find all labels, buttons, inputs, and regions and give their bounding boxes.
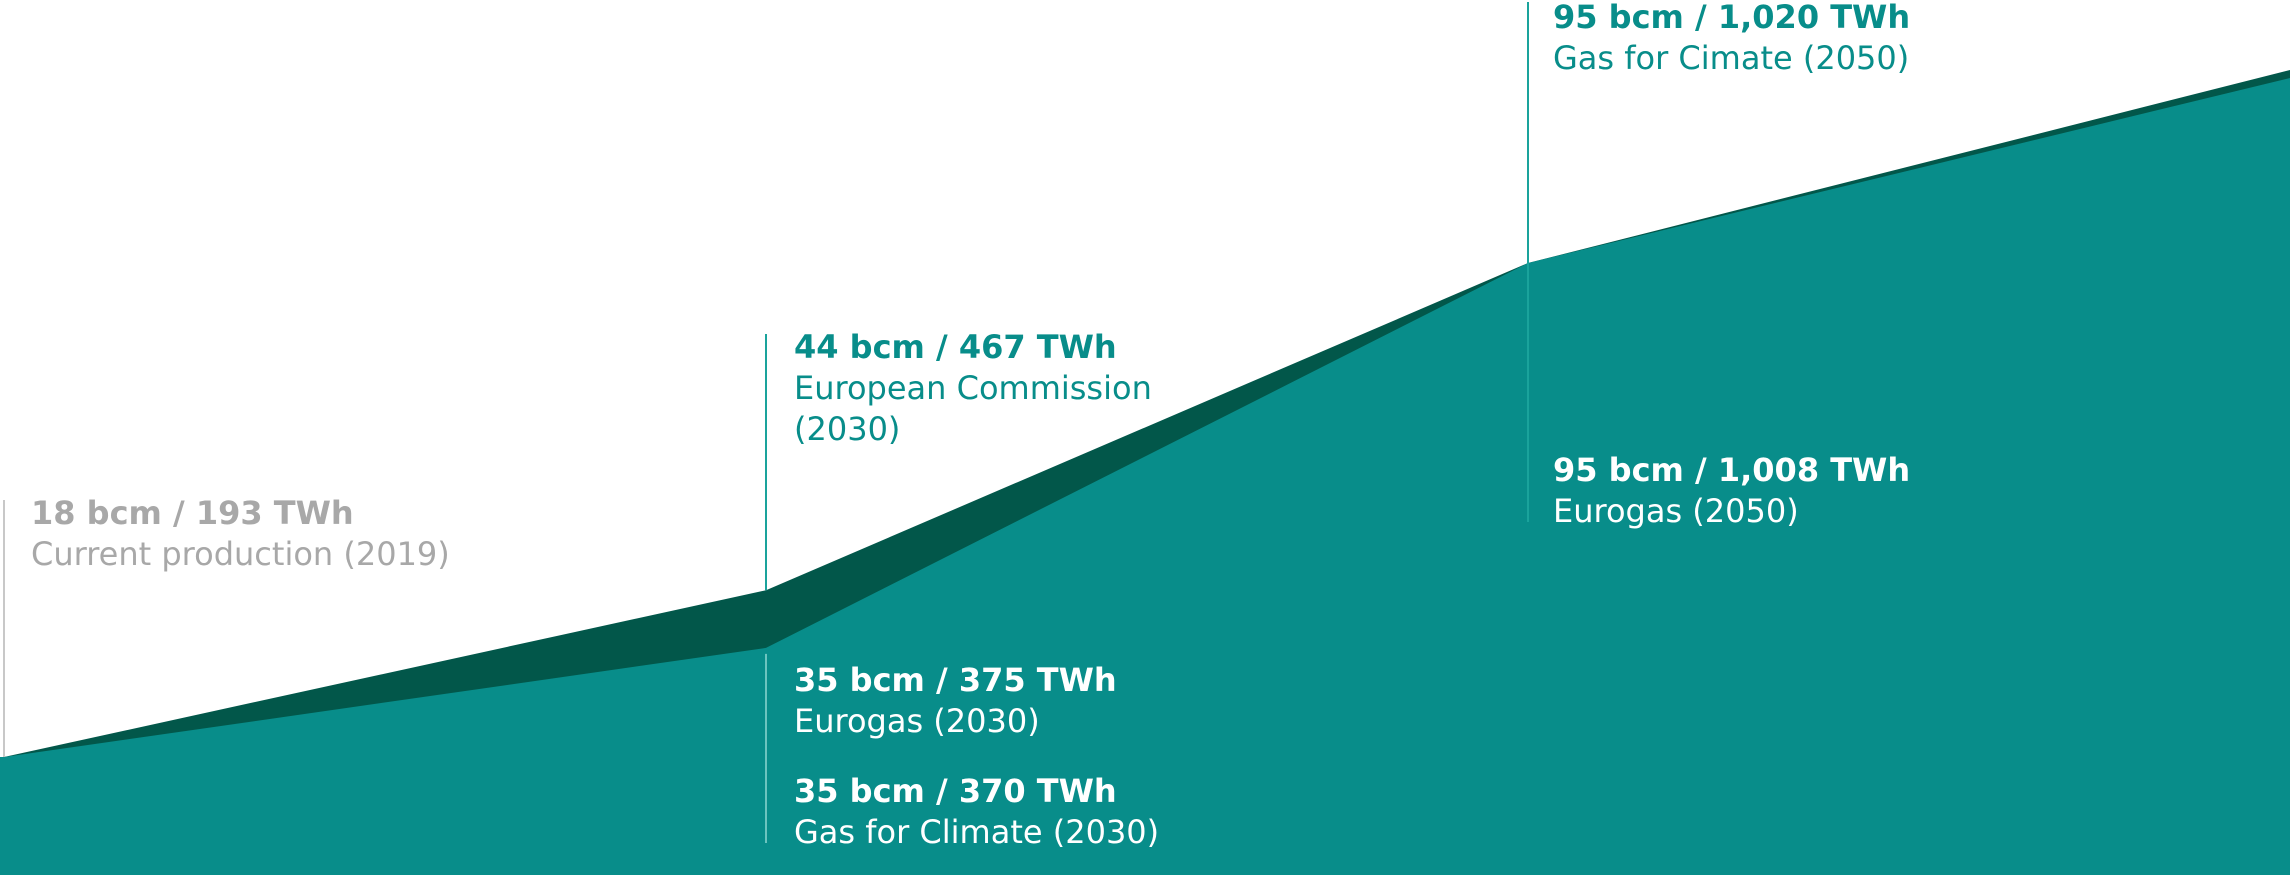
annotation-label: Gas for Cimate (2050) — [1553, 39, 1910, 77]
annotation-label: Eurogas (2030) — [794, 702, 1040, 740]
lower-series-area — [0, 78, 2290, 875]
annotation-value: 44 bcm / 467 TWh — [794, 328, 1117, 366]
annotation-eurogas-2050: 95 bcm / 1,008 TWh Eurogas (2050) — [1553, 450, 1910, 532]
annotation-value: 35 bcm / 370 TWh — [794, 772, 1117, 810]
annotation-eurogas-2030: 35 bcm / 375 TWh Eurogas (2030) — [794, 660, 1117, 742]
annotation-current-production: 18 bcm / 193 TWh Current production (201… — [31, 493, 450, 575]
annotation-value: 35 bcm / 375 TWh — [794, 661, 1117, 699]
annotation-label: Current production (2019) — [31, 535, 450, 573]
annotation-gas-for-climate-2050: 95 bcm / 1,020 TWh Gas for Cimate (2050) — [1553, 0, 1910, 79]
annotation-european-commission-2030: 44 bcm / 467 TWh European Commission (20… — [794, 327, 1152, 450]
annotation-label-cont: (2030) — [794, 410, 901, 448]
annotation-label: Eurogas (2050) — [1553, 492, 1799, 530]
annotation-gas-for-climate-2030: 35 bcm / 370 TWh Gas for Climate (2030) — [794, 771, 1159, 853]
annotation-value: 18 bcm / 193 TWh — [31, 494, 354, 532]
annotation-value: 95 bcm / 1,020 TWh — [1553, 0, 1911, 36]
annotation-label: European Commission — [794, 369, 1152, 407]
annotation-value: 95 bcm / 1,008 TWh — [1553, 451, 1911, 489]
annotation-label: Gas for Climate (2030) — [794, 813, 1160, 851]
